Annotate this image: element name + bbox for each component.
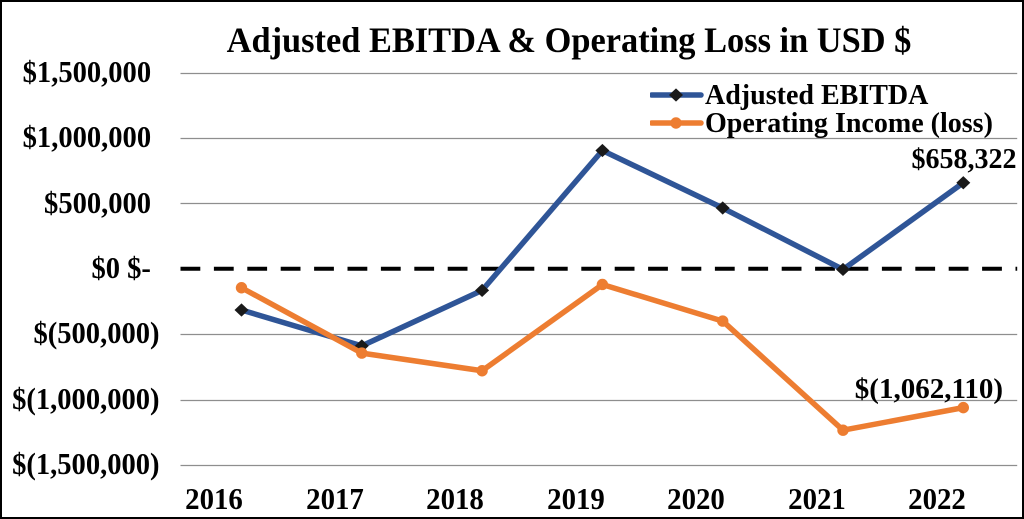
marker-circle-2021[interactable]: [837, 424, 849, 436]
legend-label-adjusted-ebitda: Adjusted EBITDA: [704, 79, 928, 111]
series-line-1: [238, 281, 967, 433]
x-axis-tick-label: 2020: [667, 482, 725, 516]
data-label-operating-income-2022: $(1,062,110): [854, 373, 1003, 405]
marker-diamond-2019[interactable]: [595, 143, 610, 158]
marker-diamond-2016[interactable]: [234, 303, 249, 317]
x-axis-tick-label: 2019: [546, 482, 605, 516]
legend-line-swatch-operating-income: [650, 116, 704, 129]
x-axis-tick-label: 2018: [426, 482, 484, 516]
x-axis-tick-label: 2017: [305, 482, 364, 516]
marker-circle-2016[interactable]: [235, 282, 248, 294]
legend-marker-diamond-icon: [669, 88, 683, 102]
marker-diamond-2022[interactable]: [956, 176, 971, 190]
marker-circle-2017[interactable]: [356, 347, 368, 359]
marker-circle-2020[interactable]: [717, 315, 729, 327]
legend-line-swatch-adjusted-ebitda: [650, 88, 704, 102]
x-axis-tick-label: 2021: [787, 482, 846, 516]
marker-circle-2019[interactable]: [596, 278, 609, 291]
x-axis-tick-label: 2022: [908, 482, 966, 516]
y-axis-tick-label: $(1,500,000): [12, 447, 160, 482]
x-axis-tick-label: 2016: [185, 482, 243, 516]
y-axis-tick-label: $0 $-: [91, 251, 151, 286]
legend-label-operating-income: Operating Income (loss): [704, 106, 993, 139]
legend-marker-circle-icon: [670, 116, 682, 129]
marker-diamond-2021[interactable]: [836, 262, 850, 277]
marker-diamond-2018[interactable]: [475, 283, 490, 297]
marker-circle-2022[interactable]: [957, 401, 969, 414]
y-axis-tick-label: $500,000: [43, 185, 151, 220]
y-axis-tick-label: $1,000,000: [22, 120, 151, 155]
chart-title: Adjusted EBITDA & Operating Loss in USD …: [226, 20, 912, 60]
y-axis-tick-label: $(500,000): [33, 316, 160, 351]
y-axis-tick-label: $1,500,000: [22, 55, 151, 90]
marker-circle-2018[interactable]: [476, 365, 488, 377]
y-axis-tick-label: $(1,000,000): [12, 381, 160, 416]
series-line-0: [238, 147, 967, 349]
data-label-adjusted-ebitda-2022: $658,322: [910, 143, 1017, 176]
marker-diamond-2017[interactable]: [354, 339, 369, 353]
marker-diamond-2020[interactable]: [715, 201, 730, 215]
